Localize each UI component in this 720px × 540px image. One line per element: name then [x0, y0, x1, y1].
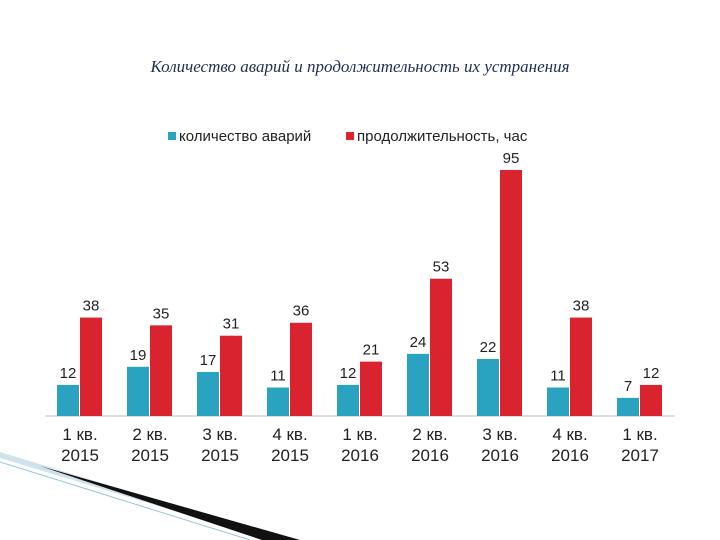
data-label: 35 — [153, 305, 170, 322]
x-tick-label: 1 кв. 2015 — [61, 425, 99, 465]
bar — [127, 366, 149, 416]
x-tick-label: 1 кв. 2016 — [341, 425, 379, 465]
x-tick-label: 2 кв. 2015 — [131, 425, 169, 465]
bar — [547, 387, 569, 416]
bar — [267, 387, 289, 416]
x-tick-label: 4 кв. 2016 — [551, 425, 589, 465]
decoration — [40, 466, 300, 540]
x-tick-label: 3 кв. 2016 — [481, 425, 519, 465]
bar — [477, 359, 499, 416]
data-label: 7 — [624, 378, 632, 395]
data-label: 12 — [60, 365, 77, 382]
data-label: 38 — [573, 298, 590, 315]
legend-swatch — [168, 132, 176, 140]
data-label: 17 — [200, 352, 217, 369]
data-label: 21 — [363, 342, 380, 359]
data-label: 12 — [643, 365, 660, 382]
bar — [617, 397, 639, 416]
bar — [150, 325, 172, 416]
bar — [337, 384, 359, 416]
bar — [57, 384, 79, 416]
legend-swatch — [346, 132, 354, 140]
data-label: 36 — [293, 303, 310, 320]
x-tick-label: 3 кв. 2015 — [201, 425, 239, 465]
data-label: 22 — [480, 339, 497, 356]
decoration — [0, 461, 251, 540]
bar — [430, 278, 452, 416]
bar — [500, 169, 522, 416]
bar — [640, 384, 662, 416]
bar — [220, 335, 242, 416]
bar — [197, 371, 219, 416]
data-label: 19 — [130, 347, 147, 364]
data-label: 53 — [433, 259, 450, 276]
chart-title: Количество аварий и продолжительность их… — [150, 57, 570, 76]
bar — [290, 322, 312, 416]
bar — [80, 317, 102, 416]
legend-label: продолжительность, час — [357, 128, 528, 145]
legend-label: количество аварий — [179, 128, 311, 145]
x-tick-label: 4 кв. 2015 — [271, 425, 309, 465]
data-label: 38 — [83, 298, 100, 315]
x-tick-label: 1 кв. 2017 — [621, 425, 659, 465]
data-label: 11 — [550, 367, 566, 384]
bar — [570, 317, 592, 416]
data-label: 31 — [223, 316, 240, 333]
data-label: 95 — [503, 150, 520, 167]
x-tick-label: 2 кв. 2016 — [411, 425, 449, 465]
data-label: 12 — [340, 365, 357, 382]
data-label: 24 — [410, 334, 427, 351]
bar — [360, 361, 382, 416]
bar — [407, 353, 429, 416]
data-label: 11 — [270, 367, 286, 384]
